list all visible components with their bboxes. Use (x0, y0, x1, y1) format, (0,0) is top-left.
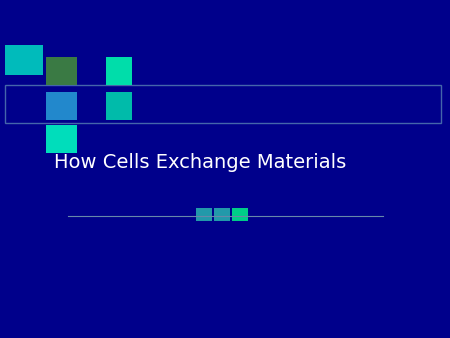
Bar (106, 57, 132, 84)
Bar (196, 208, 212, 221)
Bar (4, 84, 441, 123)
Bar (4, 45, 43, 75)
Bar (232, 208, 248, 221)
Bar (46, 57, 76, 85)
Bar (46, 92, 76, 120)
Bar (46, 125, 76, 153)
Bar (214, 208, 230, 221)
Bar (106, 92, 132, 120)
Text: How Cells Exchange Materials: How Cells Exchange Materials (54, 153, 346, 172)
